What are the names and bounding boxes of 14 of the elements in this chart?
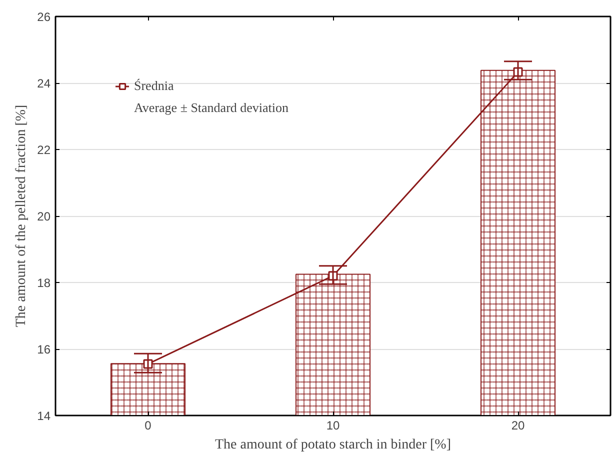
x-tick-label: 0 xyxy=(144,418,152,432)
x-tick-label: 10 xyxy=(326,418,340,432)
x-tick-label: 20 xyxy=(511,418,525,432)
y-tick-label: 20 xyxy=(37,210,51,224)
y-tick-label: 24 xyxy=(37,76,51,90)
annotation: Average ± Standard deviation xyxy=(134,100,289,116)
y-tick-label: 16 xyxy=(37,342,51,356)
x-axis-title: The amount of potato starch in binder [%] xyxy=(215,438,451,452)
y-tick-label: 14 xyxy=(37,409,51,423)
y-axis-title: The amount of the pelleted fraction [%] xyxy=(14,104,30,328)
y-tick-label: 22 xyxy=(37,143,51,157)
y-tick-label: 26 xyxy=(37,10,51,24)
legend-label: Średnia xyxy=(134,78,174,94)
y-tick-label: 18 xyxy=(37,276,51,290)
